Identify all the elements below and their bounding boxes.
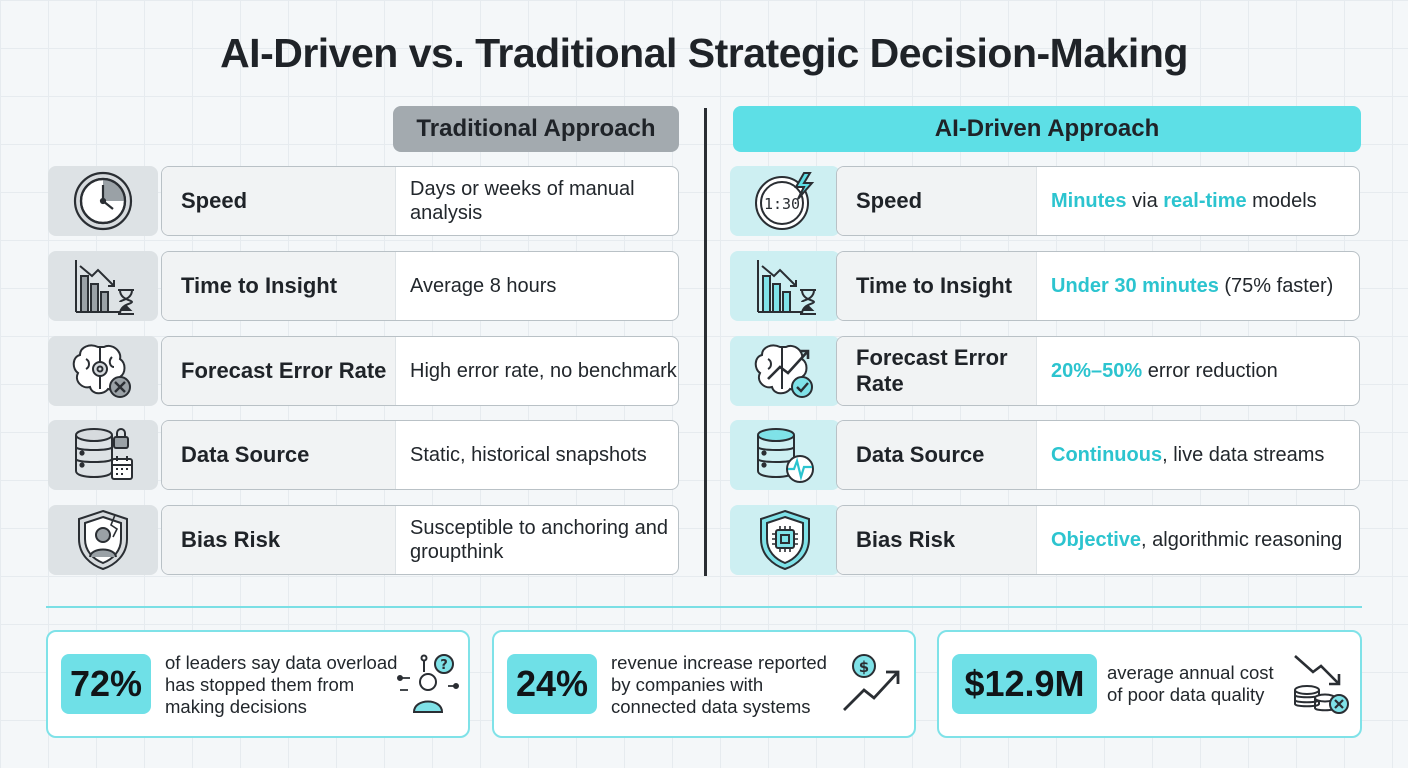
value-highlight: Under 30 minutes bbox=[1051, 275, 1219, 297]
stat-number: 24% bbox=[507, 654, 597, 714]
svg-text:?: ? bbox=[440, 658, 448, 673]
stat-number: $12.9M bbox=[952, 654, 1097, 714]
row-value: 20%–50% error reduction bbox=[1037, 337, 1359, 405]
row-label: Speed bbox=[162, 167, 396, 235]
value-text: error reduction bbox=[1142, 360, 1278, 382]
value-text: via bbox=[1126, 190, 1164, 212]
row-value: Objective, algorithmic reasoning bbox=[1037, 506, 1359, 574]
row-value: High error rate, no benchmark bbox=[410, 360, 677, 382]
value-highlight: 20%–50% bbox=[1051, 360, 1143, 382]
shield-person-icon bbox=[48, 505, 158, 575]
value-highlight: Minutes bbox=[1051, 190, 1127, 212]
value-text: , live data streams bbox=[1162, 444, 1325, 466]
brain-gear-error-icon bbox=[48, 336, 158, 406]
row-value: Susceptible to anchoring and groupthink bbox=[410, 517, 668, 563]
stat-number: 72% bbox=[61, 654, 151, 714]
row-value: Days or weeks of manual analysis bbox=[410, 178, 635, 224]
person-question-icon: ? bbox=[396, 652, 460, 716]
chart-hourglass-icon bbox=[730, 251, 840, 321]
column-divider bbox=[704, 108, 707, 576]
database-lock-calendar-icon bbox=[48, 420, 158, 490]
value-text: , algorithmic reasoning bbox=[1141, 529, 1343, 551]
row-label: Forecast Error Rate bbox=[162, 337, 396, 405]
stat-text: revenue increase reported by companies w… bbox=[611, 652, 827, 717]
dollar-growth-icon: $ bbox=[838, 652, 908, 716]
shield-chip-icon bbox=[730, 505, 840, 575]
row-label: Time to Insight bbox=[837, 252, 1037, 320]
coins-decline-icon bbox=[1289, 652, 1355, 718]
row-label: Time to Insight bbox=[162, 252, 396, 320]
value-highlight: Objective bbox=[1051, 529, 1142, 551]
value-highlight: Continuous bbox=[1051, 444, 1163, 466]
row-value: Minutes via real-time models bbox=[1037, 167, 1359, 235]
stat-card-data-quality: $12.9M average annual cost of poor data … bbox=[937, 630, 1362, 738]
row-label: Speed bbox=[837, 167, 1037, 235]
row-value: Static, historical snapshots bbox=[410, 444, 647, 466]
ai-header: AI-Driven Approach bbox=[733, 106, 1361, 152]
value-highlight: real-time bbox=[1163, 190, 1247, 212]
value-text: models bbox=[1246, 190, 1317, 212]
digital-clock-lightning-icon: 1:30 bbox=[730, 166, 840, 236]
stat-card-leaders: 72% of leaders say data overload has sto… bbox=[46, 630, 470, 738]
chart-hourglass-icon bbox=[48, 251, 158, 321]
svg-text:$: $ bbox=[859, 658, 869, 676]
row-label: Bias Risk bbox=[837, 506, 1037, 574]
value-text: (75% faster) bbox=[1218, 275, 1334, 297]
traditional-header: Traditional Approach bbox=[393, 106, 679, 152]
section-divider bbox=[46, 606, 1362, 608]
stat-card-revenue: 24% revenue increase reported by compani… bbox=[492, 630, 916, 738]
stat-text: of leaders say data overload has stopped… bbox=[165, 652, 398, 717]
stat-text: average annual cost of poor data quality bbox=[1107, 662, 1274, 705]
brain-trend-check-icon bbox=[730, 336, 840, 406]
row-label: Forecast Error Rate bbox=[837, 337, 1037, 405]
page-title: AI-Driven vs. Traditional Strategic Deci… bbox=[220, 30, 1188, 76]
digital-clock-text: 1:30 bbox=[764, 195, 800, 213]
row-label: Data Source bbox=[837, 421, 1037, 489]
database-pulse-icon bbox=[730, 420, 840, 490]
row-value: Average 8 hours bbox=[410, 275, 557, 297]
row-label: Data Source bbox=[162, 421, 396, 489]
row-value: Continuous, live data streams bbox=[1037, 421, 1359, 489]
clock-icon bbox=[48, 166, 158, 236]
row-label: Bias Risk bbox=[162, 506, 396, 574]
row-value: Under 30 minutes (75% faster) bbox=[1037, 252, 1359, 320]
